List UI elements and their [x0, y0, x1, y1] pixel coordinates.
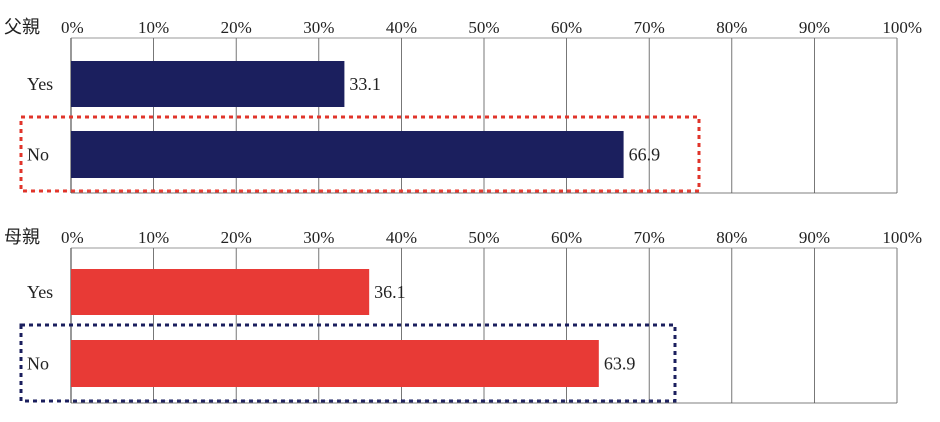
tick-label: 70%: [634, 228, 665, 247]
tick-label: 50%: [468, 18, 499, 37]
tick-label: 50%: [468, 228, 499, 247]
category-label: Yes: [27, 74, 53, 94]
tick-label: 40%: [386, 18, 417, 37]
value-label: 63.9: [604, 354, 636, 374]
bar: [71, 269, 370, 315]
tick-label: 0%: [61, 18, 84, 37]
tick-label: 20%: [221, 18, 252, 37]
tick-label: 20%: [221, 228, 252, 247]
tick-label: 80%: [716, 18, 747, 37]
tick-label: 90%: [799, 18, 830, 37]
tick-label: 30%: [303, 18, 334, 37]
value-label: 66.9: [629, 145, 661, 165]
tick-label: 90%: [799, 228, 830, 247]
category-label: Yes: [27, 282, 53, 302]
value-label: 33.1: [349, 74, 381, 94]
value-label: 36.1: [374, 282, 406, 302]
tick-label: 70%: [634, 18, 665, 37]
tick-label: 30%: [303, 228, 334, 247]
tick-label: 0%: [61, 228, 84, 247]
highlight-box: [19, 323, 677, 403]
highlight-box: [19, 115, 701, 193]
tick-label: 60%: [551, 18, 582, 37]
bar: [71, 131, 624, 178]
tick-label: 40%: [386, 228, 417, 247]
bar: [71, 340, 599, 387]
panel-title: 母親: [4, 227, 40, 247]
panel-title: 父親: [4, 17, 40, 37]
tick-label: 10%: [138, 18, 169, 37]
tick-label: 60%: [551, 228, 582, 247]
tick-label: 10%: [138, 228, 169, 247]
category-label: No: [27, 145, 49, 165]
tick-label: 80%: [716, 228, 747, 247]
tick-label: 100%: [882, 18, 922, 37]
tick-label: 100%: [882, 228, 922, 247]
category-label: No: [27, 354, 49, 374]
bar: [71, 61, 345, 107]
